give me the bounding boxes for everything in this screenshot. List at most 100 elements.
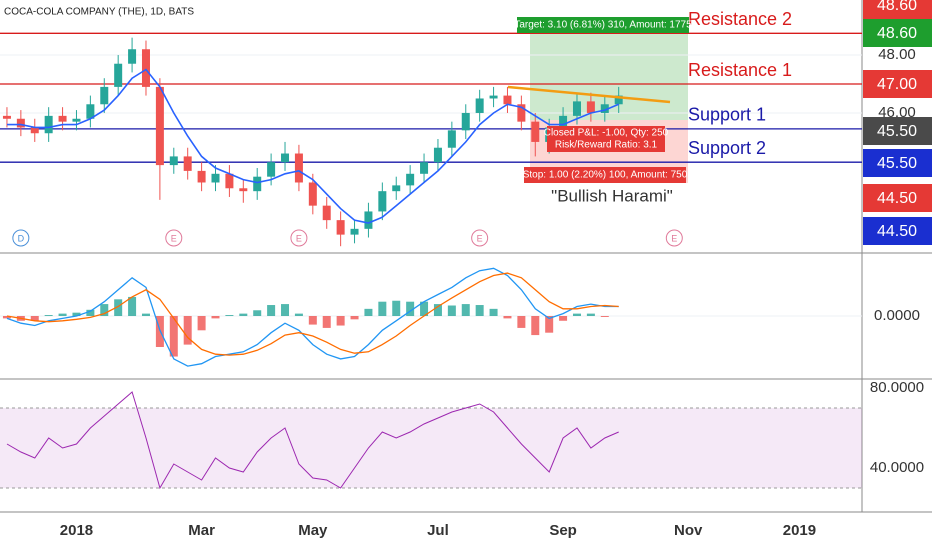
candle-body xyxy=(517,104,526,122)
price-tag xyxy=(863,0,932,19)
candle-body xyxy=(336,220,345,235)
histogram-bar xyxy=(433,304,442,316)
histogram-bar xyxy=(58,313,67,316)
price-tag xyxy=(863,70,932,98)
histogram-bar xyxy=(253,310,262,316)
y-tick-label: 40.0000 xyxy=(870,459,924,476)
histogram-bar xyxy=(2,316,11,319)
candle-body xyxy=(322,205,331,221)
rsi-line xyxy=(6,391,619,490)
candle-body xyxy=(267,162,276,177)
candle-body xyxy=(197,170,206,183)
histogram-bar xyxy=(44,315,53,316)
histogram-bar xyxy=(141,313,150,316)
candle-body xyxy=(461,112,470,131)
candle-body xyxy=(239,188,248,192)
rsi-band xyxy=(0,408,862,488)
target-box xyxy=(517,17,689,33)
price-tag-label: 48.60 xyxy=(877,0,917,14)
candle-body xyxy=(183,156,192,171)
candle-body xyxy=(281,153,290,163)
y-tick-label: 0.0000 xyxy=(874,307,920,324)
macd-line xyxy=(6,272,619,356)
candle-body xyxy=(614,95,623,105)
event-marker xyxy=(12,229,30,247)
candle-body xyxy=(169,156,178,166)
histogram-bar xyxy=(531,316,540,336)
candle-body xyxy=(600,104,609,113)
candle-body xyxy=(16,118,25,128)
event-label: E xyxy=(296,233,302,243)
trend-line xyxy=(507,85,671,104)
stop-label: Stop: 1.00 (2.20%) 100, Amount: 750 xyxy=(523,170,688,181)
x-tick-label: Jul xyxy=(427,522,449,539)
histogram-bar xyxy=(364,308,373,316)
histogram-bar xyxy=(350,316,359,320)
histogram-bar xyxy=(211,316,220,319)
histogram-bar xyxy=(86,309,95,316)
candle-body xyxy=(253,176,262,192)
histogram-bar xyxy=(197,316,206,331)
pattern-label: "Bullish Harami" xyxy=(551,186,673,205)
level-label: Resistance 2 xyxy=(688,9,792,29)
event-marker xyxy=(290,229,308,247)
pnl-label: Closed P&L: -1.00, Qty: 250 xyxy=(544,128,669,139)
candle-body xyxy=(141,49,150,87)
histogram-bar xyxy=(586,313,595,316)
candle-body xyxy=(72,118,81,122)
candle-body xyxy=(420,162,429,174)
histogram-bar xyxy=(559,316,568,321)
event-label: D xyxy=(18,233,25,243)
candle-body xyxy=(30,127,39,134)
price-tag-label: 45.50 xyxy=(877,155,917,172)
histogram-bar xyxy=(336,316,345,326)
histogram-bar xyxy=(169,316,178,357)
candle-body xyxy=(155,86,164,166)
candle-body xyxy=(350,228,359,235)
candle-body xyxy=(433,147,442,163)
price-tag-label: 47.00 xyxy=(877,76,917,93)
candle-body xyxy=(475,98,484,113)
chart-title: COCA-COLA COMPANY (THE), 1D, BATS xyxy=(4,7,194,18)
histogram-bar xyxy=(281,304,290,316)
x-tick-label: Sep xyxy=(549,522,577,539)
candle-body xyxy=(531,121,540,142)
histogram-bar xyxy=(30,316,39,321)
y-tick-label: 48.00 xyxy=(878,46,916,63)
y-tick-label: 46.00 xyxy=(878,104,916,121)
level-label: Support 1 xyxy=(688,105,766,125)
histogram-bar xyxy=(308,316,317,325)
candle-body xyxy=(225,173,234,189)
x-tick-label: 2019 xyxy=(783,522,816,539)
histogram-bar xyxy=(114,299,123,316)
histogram-bar xyxy=(600,316,609,317)
histogram-bar xyxy=(545,316,554,333)
histogram-bar xyxy=(447,305,456,316)
histogram-bar xyxy=(503,316,512,319)
price-tag xyxy=(863,117,932,145)
x-tick-label: Mar xyxy=(188,522,215,539)
event-label: E xyxy=(171,233,177,243)
candle-body xyxy=(364,211,373,229)
histogram-bar xyxy=(392,300,401,316)
candle-body xyxy=(392,185,401,192)
histogram-bar xyxy=(420,301,429,316)
candle-body xyxy=(2,115,11,119)
price-tag xyxy=(863,217,932,245)
histogram-bar xyxy=(406,301,415,316)
event-marker xyxy=(665,229,683,247)
event-label: E xyxy=(671,233,677,243)
pnl-box xyxy=(547,126,665,152)
candle-body xyxy=(86,104,95,119)
price-tag-label: 45.50 xyxy=(877,123,917,140)
y-tick-label: 80.0000 xyxy=(870,379,924,396)
histogram-bar xyxy=(517,316,526,328)
target-label: Target: 3.10 (6.81%) 310, Amount: 1775 xyxy=(514,20,692,31)
histogram-bar xyxy=(225,315,234,316)
histogram-bar xyxy=(183,316,192,345)
histogram-bar xyxy=(72,312,81,316)
event-label: E xyxy=(477,233,483,243)
level-label: Resistance 1 xyxy=(688,60,792,80)
x-tick-label: Nov xyxy=(674,522,703,539)
